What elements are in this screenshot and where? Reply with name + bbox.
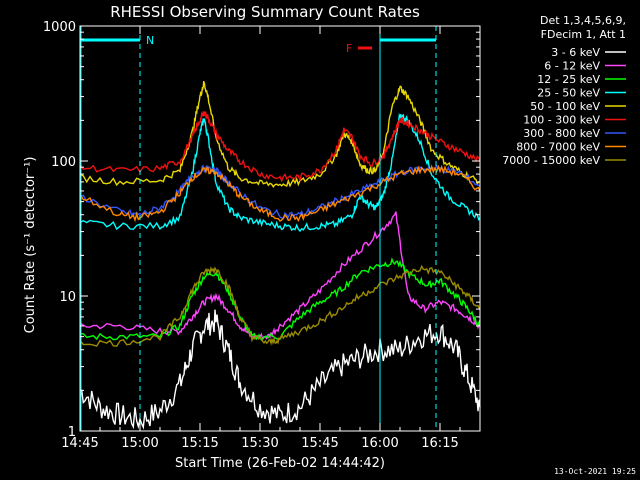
x-tick-label: 15:45: [301, 436, 338, 451]
legend-header-line-1: Det 1,3,4,5,6,9,: [540, 14, 626, 27]
legend: Det 1,3,4,5,6,9, FDecim 1, Att 1 3 - 6 k…: [502, 14, 626, 167]
legend-label: 7000 - 15000 keV: [502, 154, 600, 167]
y-tick-label: 1: [68, 425, 76, 440]
legend-label: 300 - 800 keV: [523, 127, 600, 140]
legend-label: 12 - 25 keV: [537, 73, 600, 86]
flare-marker-label: F: [346, 42, 352, 55]
legend-label: 3 - 6 keV: [551, 46, 600, 59]
y-axis-label: Count Rate (s⁻¹ detector⁻¹): [23, 157, 38, 334]
legend-label: 50 - 100 keV: [530, 100, 600, 113]
x-axis: 14:45 15:00 15:15 15:30 15:45 16:00 16:15: [61, 26, 481, 451]
series-line-12-25keV: [79, 257, 481, 341]
x-tick-label: 16:15: [421, 436, 458, 451]
series-line-50-100keV: [79, 81, 481, 189]
legend-label: 25 - 50 keV: [537, 87, 600, 100]
x-tick-label: 15:15: [181, 436, 218, 451]
series-line-100-300keV: [79, 111, 481, 183]
legend-header-line-2: FDecim 1, Att 1: [541, 28, 626, 41]
series-line-800-7000keV: [79, 164, 481, 223]
annotations-group: NF: [80, 26, 437, 431]
x-axis-label: Start Time (26-Feb-02 14:44:42): [175, 456, 385, 471]
legend-label: 100 - 300 keV: [523, 114, 600, 127]
y-axis: 1 10 100 1000: [43, 20, 480, 440]
x-tick-label: 15:30: [241, 436, 278, 451]
plot-series-group: [79, 81, 481, 430]
x-tick-label: 16:00: [361, 436, 398, 451]
x-tick-label: 15:00: [121, 436, 158, 451]
legend-label: 800 - 7000 keV: [516, 141, 600, 154]
x-tick-label: 14:45: [61, 436, 98, 451]
night-marker-label: N: [146, 34, 154, 47]
series-line-6-12keV: [79, 211, 481, 342]
series-line-7000-15000keV: [79, 264, 481, 347]
legend-label: 6 - 12 keV: [544, 60, 600, 73]
footer-timestamp: 13-Oct-2021 19:25: [554, 467, 636, 476]
y-tick-label: 1000: [43, 20, 76, 35]
y-tick-label: 100: [51, 155, 76, 170]
y-tick-label: 10: [59, 290, 76, 305]
series-line-3-6keV: [79, 309, 481, 430]
chart-title: RHESSI Observing Summary Count Rates: [110, 3, 420, 21]
